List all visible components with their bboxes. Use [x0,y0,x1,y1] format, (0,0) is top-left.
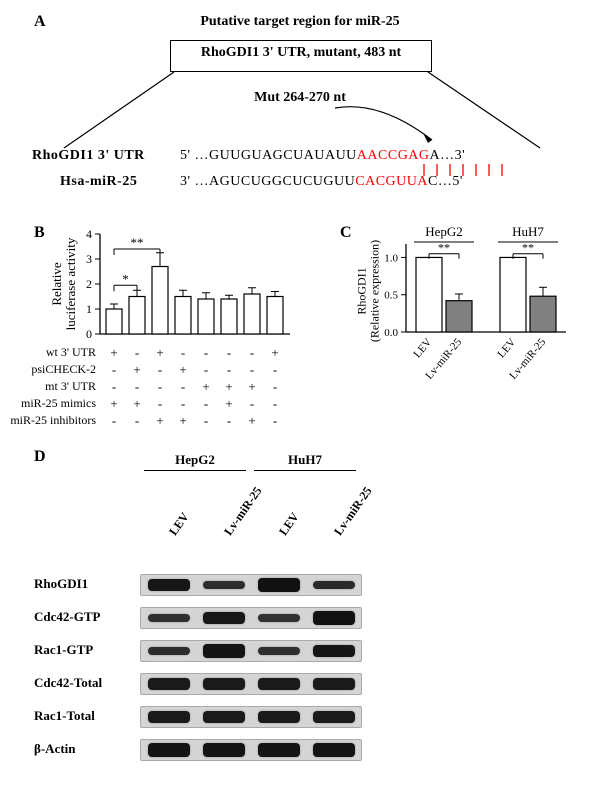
lane-label: LEV [276,510,302,539]
blot-band [258,743,300,756]
blot-row-name: Cdc42-Total [34,675,102,691]
blot-band [258,678,300,690]
cell-line-header: HepG2 [140,452,250,468]
blot-strip [140,739,362,761]
blot-band [148,647,190,655]
blot-band [313,678,355,690]
svg-text:HepG2: HepG2 [425,224,463,239]
blot-band [203,581,245,589]
blot-band [203,612,245,624]
blot-strip [140,673,362,695]
blot-strip [140,574,362,596]
blot-band [203,743,245,756]
lane-label: Lv-miR-25 [331,484,375,538]
blot-band [258,614,300,621]
cell-line-underline [254,470,356,471]
blot-row-name: Cdc42-GTP [34,609,100,625]
blot-band [148,678,190,690]
blot-band [313,611,355,625]
cell-line-header: HuH7 [250,452,360,468]
blot-band [148,614,190,622]
blot-row-name: RhoGDI1 [34,576,88,592]
blot-band [203,711,245,723]
svg-text:0.5: 0.5 [384,290,398,302]
svg-text:**: ** [438,241,450,255]
svg-text:RhoGDI1: RhoGDI1 [355,267,369,314]
blot-band [258,578,300,592]
blot-band [313,711,355,723]
blot-band [258,711,300,723]
blot-strip [140,640,362,662]
panel-c-chart: 0.0 0.5 1.0 RhoGDI1(Relative expression) Hep… [0,0,600,440]
panel-d-label: D [34,448,46,466]
blot-band [313,645,355,658]
blot-row-name: β-Actin [34,741,76,757]
cell-line-underline [144,470,246,471]
blot-band [313,581,355,590]
blot-row-name: Rac1-Total [34,708,95,724]
blot-row-name: Rac1-GTP [34,642,93,658]
svg-text:LEV: LEV [411,336,434,360]
svg-text:(Relative expression): (Relative expression) [368,240,382,342]
svg-text:**: ** [522,241,534,255]
blot-band [203,678,245,690]
blot-band [313,743,355,756]
svg-text:HuH7: HuH7 [512,224,544,239]
blot-strip [140,706,362,728]
svg-text:1.0: 1.0 [384,252,398,264]
svg-text:LEV: LEV [495,336,518,360]
blot-band [148,579,190,592]
lane-label: Lv-miR-25 [221,484,265,538]
blot-band [148,743,190,756]
lane-label: LEV [166,510,192,539]
blot-band [148,711,190,723]
svg-text:0.0: 0.0 [384,327,398,339]
blot-band [258,647,300,655]
blot-strip [140,607,362,629]
blot-band [203,644,245,657]
